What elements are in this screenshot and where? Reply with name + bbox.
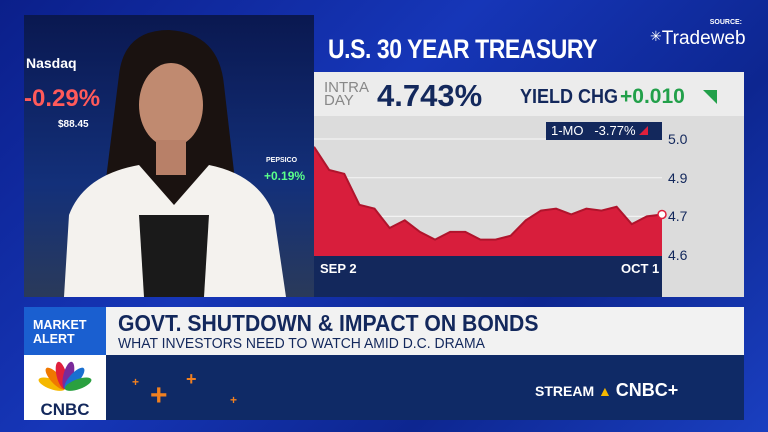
x-label-start: SEP 2 [320, 261, 357, 276]
yield-line [314, 146, 663, 241]
chart-axis-band [314, 256, 662, 297]
ticker-name: PEPSICO [266, 157, 298, 164]
last-point-marker [657, 209, 667, 220]
tag-line: ALERT [33, 332, 75, 346]
headline: GOVT. SHUTDOWN & IMPACT ON BONDS [118, 310, 539, 336]
bottom-bar: + + + + STREAM ▲ CNBC+ [106, 355, 744, 420]
tag-line: MARKET [33, 318, 87, 332]
video-feed: Nasdaq -0.29% $88.45 PEPSICO +0.19% [24, 15, 314, 297]
triangle-down-icon [639, 126, 649, 135]
ticker-change: -0.29% [24, 85, 101, 112]
headline-bar: GOVT. SHUTDOWN & IMPACT ON BONDS WHAT IN… [106, 307, 744, 355]
intraday-value: 4.743% [377, 78, 483, 113]
plus-decoration-icon: + [150, 379, 168, 412]
network-name: CNBC [40, 400, 90, 419]
period-badge: 1-MO -3.77% [546, 122, 662, 140]
ticker-name: Nasdaq [26, 55, 77, 71]
anchor-figure [64, 30, 286, 297]
yield-chg-label: YIELD CHG [520, 86, 619, 108]
source-logo: ✳Tradeweb [650, 28, 746, 50]
triangle-up-icon [703, 90, 717, 104]
ticker-change: +0.19% [264, 169, 306, 183]
stream-promo: STREAM ▲ CNBC+ [535, 380, 678, 401]
period-change: -3.77% [594, 123, 636, 138]
y-tick: 4.6 [668, 247, 688, 263]
peacock-icon: ▲ [598, 383, 612, 399]
cnbc-logo: CNBC [24, 355, 106, 420]
plus-decoration-icon: + [230, 393, 238, 407]
graphic-title: U.S. 30 YEAR TREASURY [328, 34, 598, 64]
plus-decoration-icon: + [186, 369, 197, 389]
stream-label: STREAM [535, 383, 595, 399]
intraday-label-line: DAY [324, 92, 354, 109]
yield-chg-value: +0.010 [620, 85, 685, 108]
intraday-label: INTRA DAY [324, 79, 369, 109]
x-label-end: OCT 1 [621, 261, 660, 276]
subheadline: WHAT INVESTORS NEED TO WATCH AMID D.C. D… [118, 335, 485, 352]
y-tick: 4.7 [668, 208, 688, 224]
intraday-label-line: INTRA [324, 79, 369, 96]
y-tick: 4.9 [668, 170, 688, 186]
y-tick: 5.0 [668, 131, 688, 147]
yield-area [314, 146, 662, 256]
period-label: 1-MO [551, 123, 584, 138]
plus-decoration-icon: + [132, 375, 140, 389]
chart-panel: INTRA DAY 4.743% YIELD CHG +0.010 SEP 2 O… [314, 72, 744, 297]
peacock-icon [38, 361, 92, 391]
stream-brand: CNBC+ [615, 380, 679, 400]
source-label: SOURCE: [709, 19, 742, 26]
quote-header: INTRA DAY 4.743% YIELD CHG +0.010 [314, 72, 744, 116]
ticker-price: $88.45 [58, 119, 89, 130]
market-alert-tag: MARKET ALERT [24, 307, 106, 355]
sparkle-icon: ✳ [650, 28, 662, 44]
source-name: Tradeweb [661, 28, 746, 49]
yield-chart [314, 138, 667, 256]
